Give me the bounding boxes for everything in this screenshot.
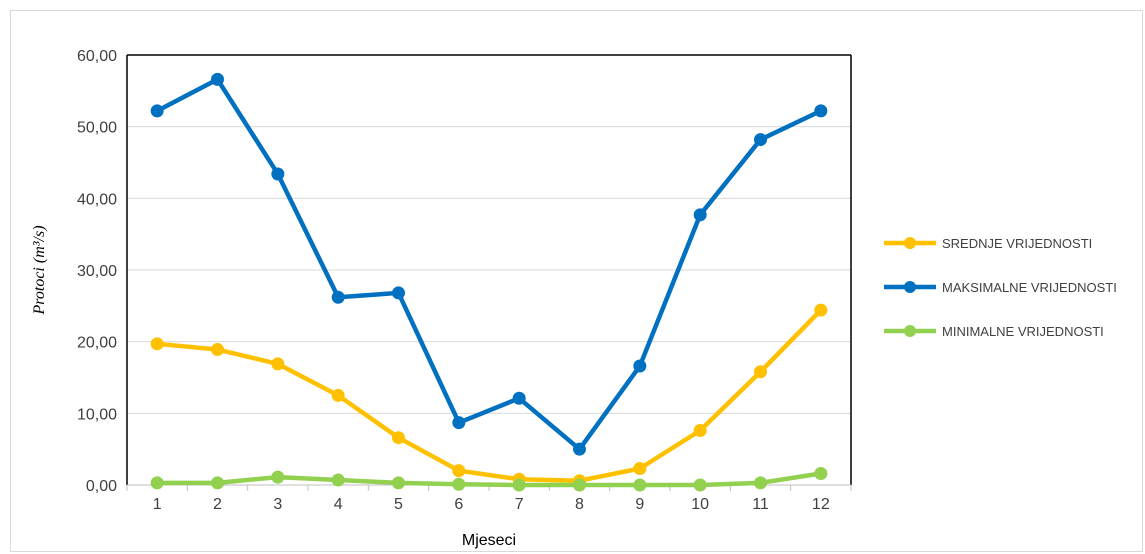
x-axis-tick-labels: 1 2 3 4 5 6 7 8 9 10 11 12 (153, 496, 830, 513)
data-point (512, 478, 526, 492)
data-point (693, 424, 707, 438)
data-point (271, 470, 285, 484)
chart-frame (10, 10, 1143, 552)
data-point (573, 442, 586, 456)
data-point (814, 303, 828, 317)
data-point (754, 133, 767, 147)
legend-swatch-marker (904, 325, 916, 337)
data-point (392, 286, 405, 300)
y-axis-title: Protoci (m³/s) (31, 225, 48, 315)
x-tick-label: 10 (691, 496, 709, 513)
x-tick-label: 11 (752, 496, 769, 513)
data-point (331, 388, 345, 402)
data-point (754, 476, 767, 490)
data-point (211, 476, 224, 490)
y-tick-label: 40,00 (77, 191, 117, 208)
y-tick-label: 0,00 (86, 478, 117, 495)
data-point (452, 477, 466, 491)
data-point (392, 476, 405, 490)
x-tick-label: 12 (812, 496, 830, 513)
series-line-1 (154, 307, 824, 483)
series-line-2 (154, 77, 824, 452)
data-point (150, 104, 164, 118)
data-point (211, 72, 224, 86)
legend-entry-label: SREDNJE VRIJEDNOSTI (942, 236, 1092, 251)
data-point (633, 478, 647, 492)
data-point (150, 337, 164, 351)
x-tick-label: 3 (273, 496, 282, 513)
x-tick-label: 9 (635, 496, 644, 513)
data-point (271, 357, 285, 371)
data-point (452, 416, 466, 430)
y-tick-label: 60,00 (77, 48, 117, 65)
y-tick-label: 30,00 (77, 263, 117, 280)
legend: SREDNJE VRIJEDNOSTI MAKSIMALNE VRIJEDNOST… (884, 236, 1117, 339)
legend-swatch-marker (904, 237, 916, 249)
data-point (633, 359, 647, 373)
x-tick-label: 6 (454, 496, 463, 513)
series-line-3 (154, 471, 824, 488)
x-axis-title: Mjeseci (462, 532, 516, 549)
data-point (331, 473, 345, 487)
y-tick-label: 20,00 (77, 335, 117, 352)
data-point (814, 104, 828, 118)
data-point (693, 478, 707, 492)
data-point (271, 167, 285, 181)
data-point (754, 365, 767, 379)
x-tick-label: 2 (213, 496, 222, 513)
y-tick-label: 50,00 (77, 120, 117, 137)
series-lines (150, 72, 828, 492)
data-point (452, 464, 466, 478)
y-axis-tick-labels: 0,00 10,00 20,00 30,00 40,00 50,00 60,00 (77, 48, 117, 495)
y-tick-label: 10,00 (77, 406, 117, 423)
data-point (633, 462, 647, 476)
x-tick-label: 8 (575, 496, 584, 513)
data-point (150, 476, 164, 490)
data-point (814, 467, 828, 481)
data-point (512, 391, 526, 405)
data-point (331, 290, 345, 304)
x-tick-label: 1 (153, 496, 162, 513)
data-point (211, 343, 224, 357)
x-tick-label: 7 (515, 496, 524, 513)
data-point (693, 208, 707, 222)
legend-entry-label: MAKSIMALNE VRIJEDNOSTI (942, 280, 1117, 295)
axes (126, 54, 852, 491)
data-point (573, 478, 586, 492)
legend-swatch-marker (904, 281, 916, 293)
data-point (392, 431, 405, 445)
x-tick-label: 5 (394, 496, 403, 513)
x-tick-label: 4 (334, 496, 343, 513)
legend-entry-label: MINIMALNE VRIJEDNOSTI (942, 324, 1104, 339)
